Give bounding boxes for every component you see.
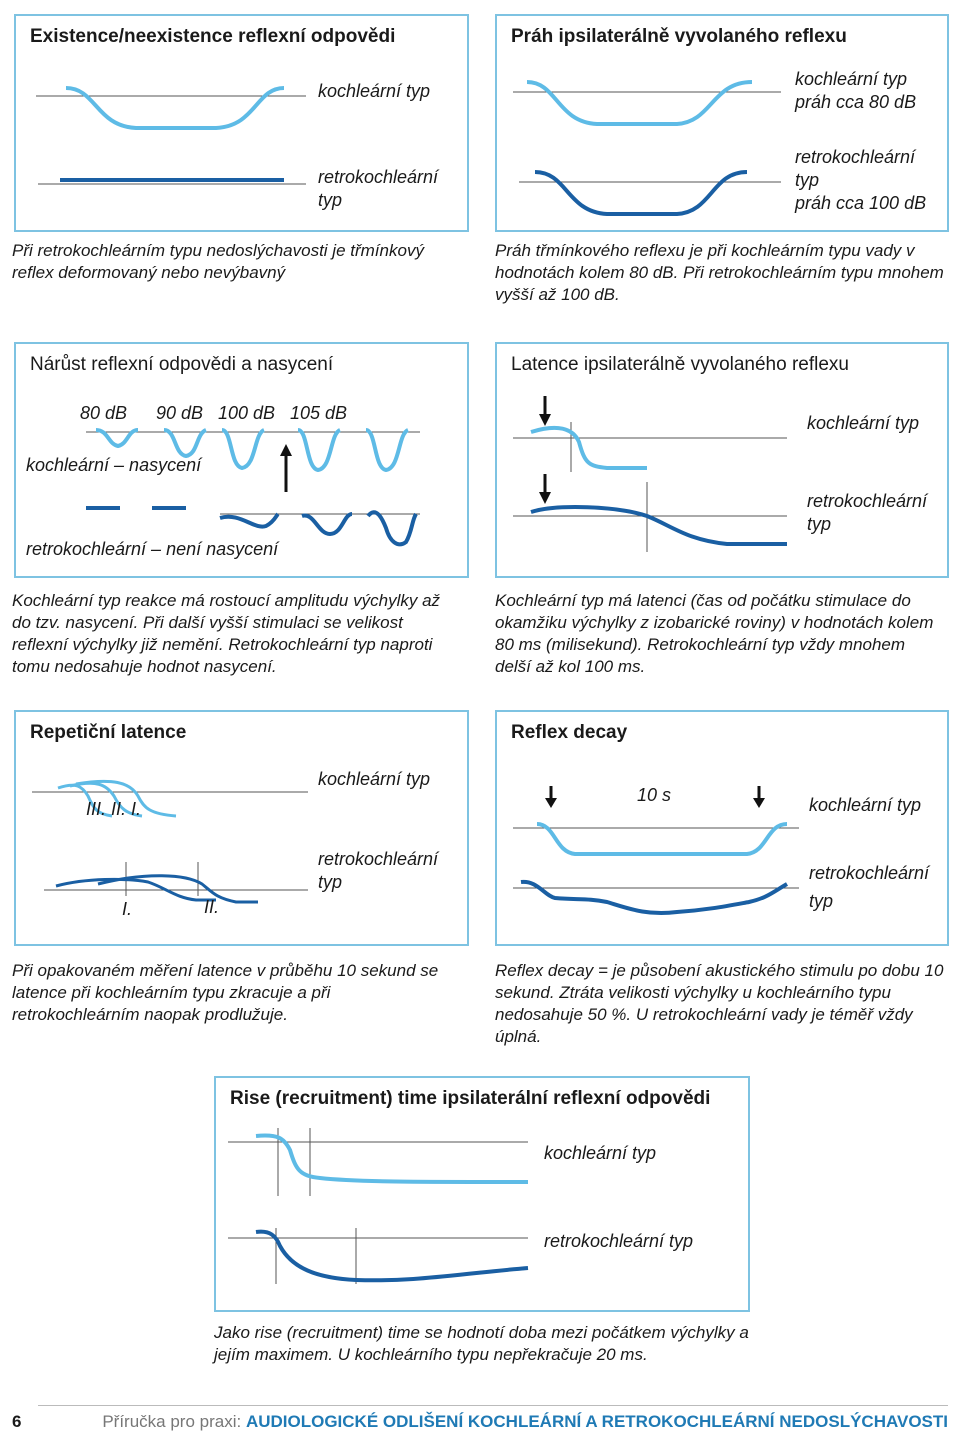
- label-retrocochlear-line1: retrokochleární: [807, 491, 928, 511]
- label-retrocochlear-line1: retrokochleární: [318, 849, 439, 869]
- footer-divider: [38, 1405, 948, 1406]
- panel-title: Práh ipsilaterálně vyvolaného reflexu: [511, 26, 847, 47]
- rise-diagram: [228, 1128, 529, 1284]
- cochlear-curve: [530, 425, 647, 470]
- panel-latency: Latence ipsilaterálně vyvolaného reflexu…: [495, 342, 949, 578]
- label-cochlear: kochleární typ: [318, 769, 431, 789]
- latency-diagram: [513, 396, 787, 552]
- repetition-diagram: [32, 779, 308, 904]
- label-retrocochlear-line1: retrokochleární: [795, 147, 916, 167]
- label-retrocochlear-line2: typ: [318, 872, 343, 892]
- label-retrocochlear-line2: typ: [795, 170, 820, 190]
- caption-rise: Jako rise (recruitment) time se hodnotí …: [214, 1323, 749, 1364]
- label-retrocochlear-line1: retrokochleární: [809, 863, 930, 883]
- cochlear-curve: [526, 80, 753, 126]
- panel-threshold: Práh ipsilaterálně vyvolaného reflexu ko…: [495, 14, 949, 232]
- footer-main-title: AUDIOLOGICKÉ ODLIŠENÍ KOCHLEÁRNÍ A RETRO…: [245, 1412, 948, 1431]
- label-cochlear: kochleární typ: [544, 1143, 657, 1163]
- retrocochlear-curve: [255, 1229, 529, 1283]
- label-retrocochlear: retrokochleární typ: [544, 1231, 694, 1251]
- panel-rise: Rise (recruitment) time ipsilaterální re…: [214, 1076, 750, 1312]
- retrocochlear-curve: [520, 879, 788, 916]
- caption-decay: Reflex decay = je působení akustického s…: [495, 961, 944, 1046]
- panel-title: Rise (recruitment) time ipsilaterální re…: [230, 1088, 711, 1109]
- retrocochlear-curve: [534, 170, 748, 216]
- caption-latency: Kochleární typ má latenci (čas od počátk…: [495, 591, 934, 676]
- panel-growth: Nárůst reflexní odpovědi a nasycení 80 d…: [14, 342, 469, 578]
- cochlear-curve: [255, 1133, 529, 1184]
- repetition-mark-bottom-1: I.: [122, 899, 133, 919]
- repetition-mark-bottom-2: II.: [204, 897, 220, 917]
- caption-existence: Při retrokochleárním typu nedoslýchavost…: [12, 241, 424, 282]
- panel-title: Repetiční latence: [30, 722, 187, 743]
- level-105db: 105 dB: [290, 403, 348, 423]
- repetition-marks-top: III. II. I.: [86, 799, 142, 819]
- cochlear-curve: [536, 822, 788, 856]
- label-cochlear: kochleární typ: [809, 795, 922, 815]
- label-retrocochlear-no-saturation: retrokochleární – není nasycení: [26, 539, 279, 559]
- panel-repetition: Repetiční latence III. II. I. I. II. koc…: [14, 710, 469, 946]
- cochlear-curve: [65, 86, 285, 130]
- panel-existence: Existence/neexistence reflexní odpovědi …: [14, 14, 469, 232]
- caption-growth: Kochleární typ reakce má rostoucí amplit…: [12, 591, 441, 676]
- panel-title: Existence/neexistence reflexní odpovědi: [30, 26, 396, 47]
- label-retrocochlear-line1: retrokochleární: [318, 167, 439, 187]
- label-retrocochlear-line2: typ: [807, 514, 832, 534]
- label-retrocochlear-line2: typ: [318, 190, 343, 210]
- page-number: 6: [12, 1412, 22, 1431]
- retrocochlear-curve: [530, 505, 787, 546]
- panel-title: Nárůst reflexní odpovědi a nasycení: [30, 354, 334, 375]
- label-retrocochlear-line3: práh cca 100 dB: [795, 193, 927, 213]
- panel-title: Latence ipsilaterálně vyvolaného reflexu: [511, 354, 849, 375]
- footer-prefix: Příručka pro praxi:: [102, 1412, 242, 1431]
- level-90db: 90 dB: [156, 403, 204, 423]
- label-cochlear-line2: práh cca 80 dB: [795, 92, 917, 112]
- label-cochlear: kochleární typ: [807, 413, 920, 433]
- label-cochlear-saturation: kochleární – nasycení: [26, 455, 202, 475]
- level-100db: 100 dB: [218, 403, 276, 423]
- decay-duration: 10 s: [637, 785, 672, 805]
- label-cochlear: kochleární typ: [318, 81, 431, 101]
- existence-diagram: [36, 86, 306, 185]
- caption-repetition: Při opakovaném měření latence v průběhu …: [12, 961, 439, 1024]
- panel-decay: Reflex decay 10 s kochleární typ retroko…: [495, 710, 949, 946]
- label-retrocochlear-line2: typ: [809, 891, 834, 911]
- panel-title: Reflex decay: [511, 722, 628, 743]
- caption-threshold: Práh třmínkového reflexu je při kochleár…: [495, 241, 944, 304]
- level-80db: 80 dB: [80, 403, 128, 423]
- growth-diagram: [86, 428, 420, 547]
- decay-diagram: [513, 786, 799, 916]
- label-cochlear-line1: kochleární typ: [795, 69, 908, 89]
- footer-title: Příručka pro praxi: AUDIOLOGICKÉ ODLIŠEN…: [102, 1412, 948, 1432]
- threshold-diagram: [513, 80, 781, 216]
